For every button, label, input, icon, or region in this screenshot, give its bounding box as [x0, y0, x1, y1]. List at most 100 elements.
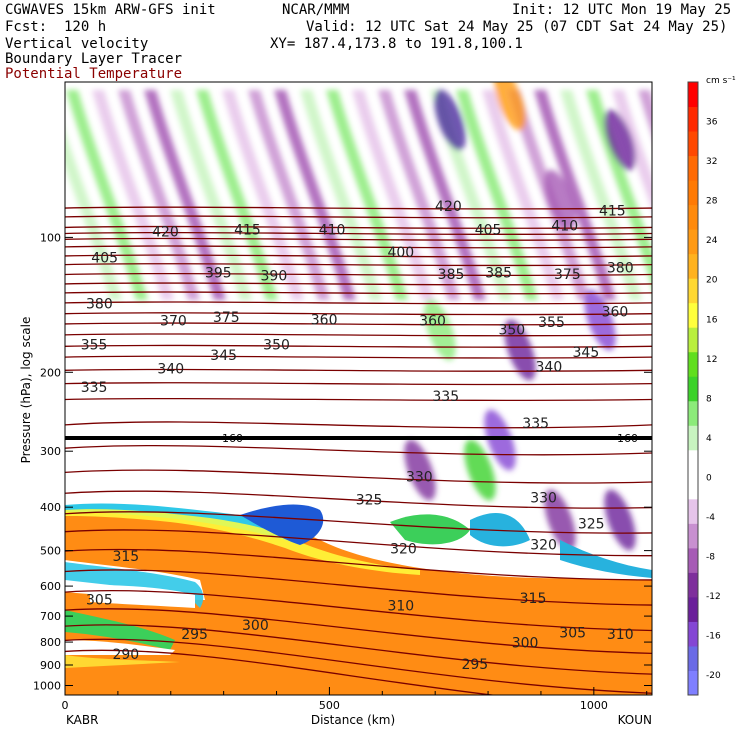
colorbar-segment [688, 572, 698, 598]
theta-contour [65, 397, 652, 402]
theta-contour [65, 291, 652, 295]
colorbar-segment [688, 204, 698, 230]
theta-label: 335 [81, 380, 108, 396]
colorbar-label: 16 [706, 315, 718, 325]
theta-contour [65, 254, 652, 258]
theta-label: 330 [530, 491, 557, 507]
theta-label: 420 [152, 224, 179, 240]
colorbar-label: 20 [706, 276, 718, 286]
wave-blob [544, 489, 576, 551]
wave-streak [586, 90, 652, 287]
x-tick-label: 500 [319, 699, 340, 712]
y-tick-label: 700 [40, 610, 61, 623]
wave-streak [248, 90, 330, 300]
theta-contour [65, 624, 652, 675]
wave-streak [66, 90, 148, 300]
colorbar-segment [688, 498, 698, 524]
colorbar-label: 4 [706, 434, 712, 444]
wave-streak [196, 90, 278, 300]
theta-label: 315 [112, 549, 139, 565]
theta-label: 405 [91, 250, 118, 266]
y-tick-label: 1000 [33, 680, 61, 693]
wave-blob [504, 319, 536, 381]
colorbar-units: cm s⁻¹ [706, 76, 736, 86]
theta-label: 310 [387, 599, 414, 615]
colorbar-segment [688, 645, 698, 671]
wave-streak [170, 90, 252, 300]
right-endpoint-label: KOUN [618, 713, 652, 727]
colorbar-segment [688, 474, 698, 500]
theta-label: 410 [551, 218, 578, 234]
wave-blob [604, 109, 636, 171]
theta-contour [65, 225, 652, 229]
theta-label: 350 [498, 322, 525, 338]
wave-streak [638, 90, 652, 135]
theta-contour [65, 312, 652, 316]
wave-streak [664, 90, 740, 300]
colorbar-segment [688, 449, 698, 475]
theta-contour [65, 245, 652, 249]
cross-section-endpoints: XY= 187.4,173.8 to 191.8,100.1 [270, 36, 523, 52]
tropopause-marker-left: 160 [222, 432, 243, 445]
theta-contour [65, 368, 652, 372]
potential-temperature-labels: 420 415 410 420 405 410 415 405 395 390 400 385 385 3… [81, 199, 634, 673]
y-tick-label: 100 [40, 231, 61, 244]
colorbar-label: 0 [706, 473, 712, 483]
theta-label: 335 [522, 416, 549, 432]
plot-frame [64, 81, 653, 696]
theta-label: 360 [311, 312, 338, 328]
theta-label: 290 [112, 647, 139, 663]
colorbar-segment [688, 621, 698, 647]
theta-label: 360 [602, 305, 629, 321]
theta-label: 355 [538, 315, 565, 331]
wave-blob [434, 89, 466, 151]
y-tick-label: 600 [40, 580, 61, 593]
theta-label: 325 [578, 517, 605, 533]
theta-contour [65, 382, 652, 386]
wave-streak [92, 90, 174, 300]
theta-label: 325 [356, 492, 383, 508]
left-endpoint-label: KABR [66, 713, 98, 727]
colorbar-label: 24 [706, 236, 718, 246]
colorbar-label: -8 [706, 553, 715, 563]
theta-label: 310 [607, 627, 634, 643]
colorbar: 36 32 28 24 20 16 12 8 4 0 -4 -8 -12 -16 -20 [687, 81, 721, 696]
theta-label: 370 [160, 314, 187, 330]
colorbar-label: -4 [706, 513, 715, 523]
theta-contour [65, 237, 652, 241]
colorbar-segment [688, 278, 698, 304]
theta-contour [65, 333, 652, 337]
theta-label: 295 [181, 627, 208, 643]
colorbar-segment [688, 376, 698, 402]
theta-label: 385 [485, 265, 512, 281]
theta-label: 305 [559, 626, 586, 642]
theta-contour [65, 511, 652, 534]
wave-blob [464, 439, 496, 501]
center-name: NCAR/MMM [282, 2, 350, 18]
x-tick-label: 1000 [580, 699, 608, 712]
y-tick-label: 500 [40, 545, 61, 558]
colorbar-segment [688, 547, 698, 573]
init-time: Init: 12 UTC Mon 19 May 25 [512, 2, 732, 18]
theta-label: 330 [406, 469, 433, 485]
theta-contour [65, 649, 498, 695]
colorbar-segment [688, 302, 698, 328]
colorbar-label: 32 [706, 157, 717, 167]
colorbar-label: -12 [706, 592, 721, 602]
theta-contour [65, 444, 652, 456]
x-axis: 0 500 1000 [62, 687, 648, 712]
theta-label: 410 [319, 222, 346, 238]
wave-blob [494, 82, 526, 131]
y-axis-title: Pressure (hPa), log scale [19, 317, 33, 464]
theta-label: 320 [530, 538, 557, 554]
theta-contour [65, 421, 652, 429]
theta-contour [65, 590, 652, 632]
theta-label: 320 [390, 542, 417, 558]
theta-contour [65, 282, 652, 286]
wave-blob [604, 489, 636, 551]
theta-contour [65, 548, 652, 581]
colorbar-segment [688, 670, 698, 696]
theta-label: 375 [554, 267, 581, 283]
colorbar-segment [688, 82, 698, 108]
